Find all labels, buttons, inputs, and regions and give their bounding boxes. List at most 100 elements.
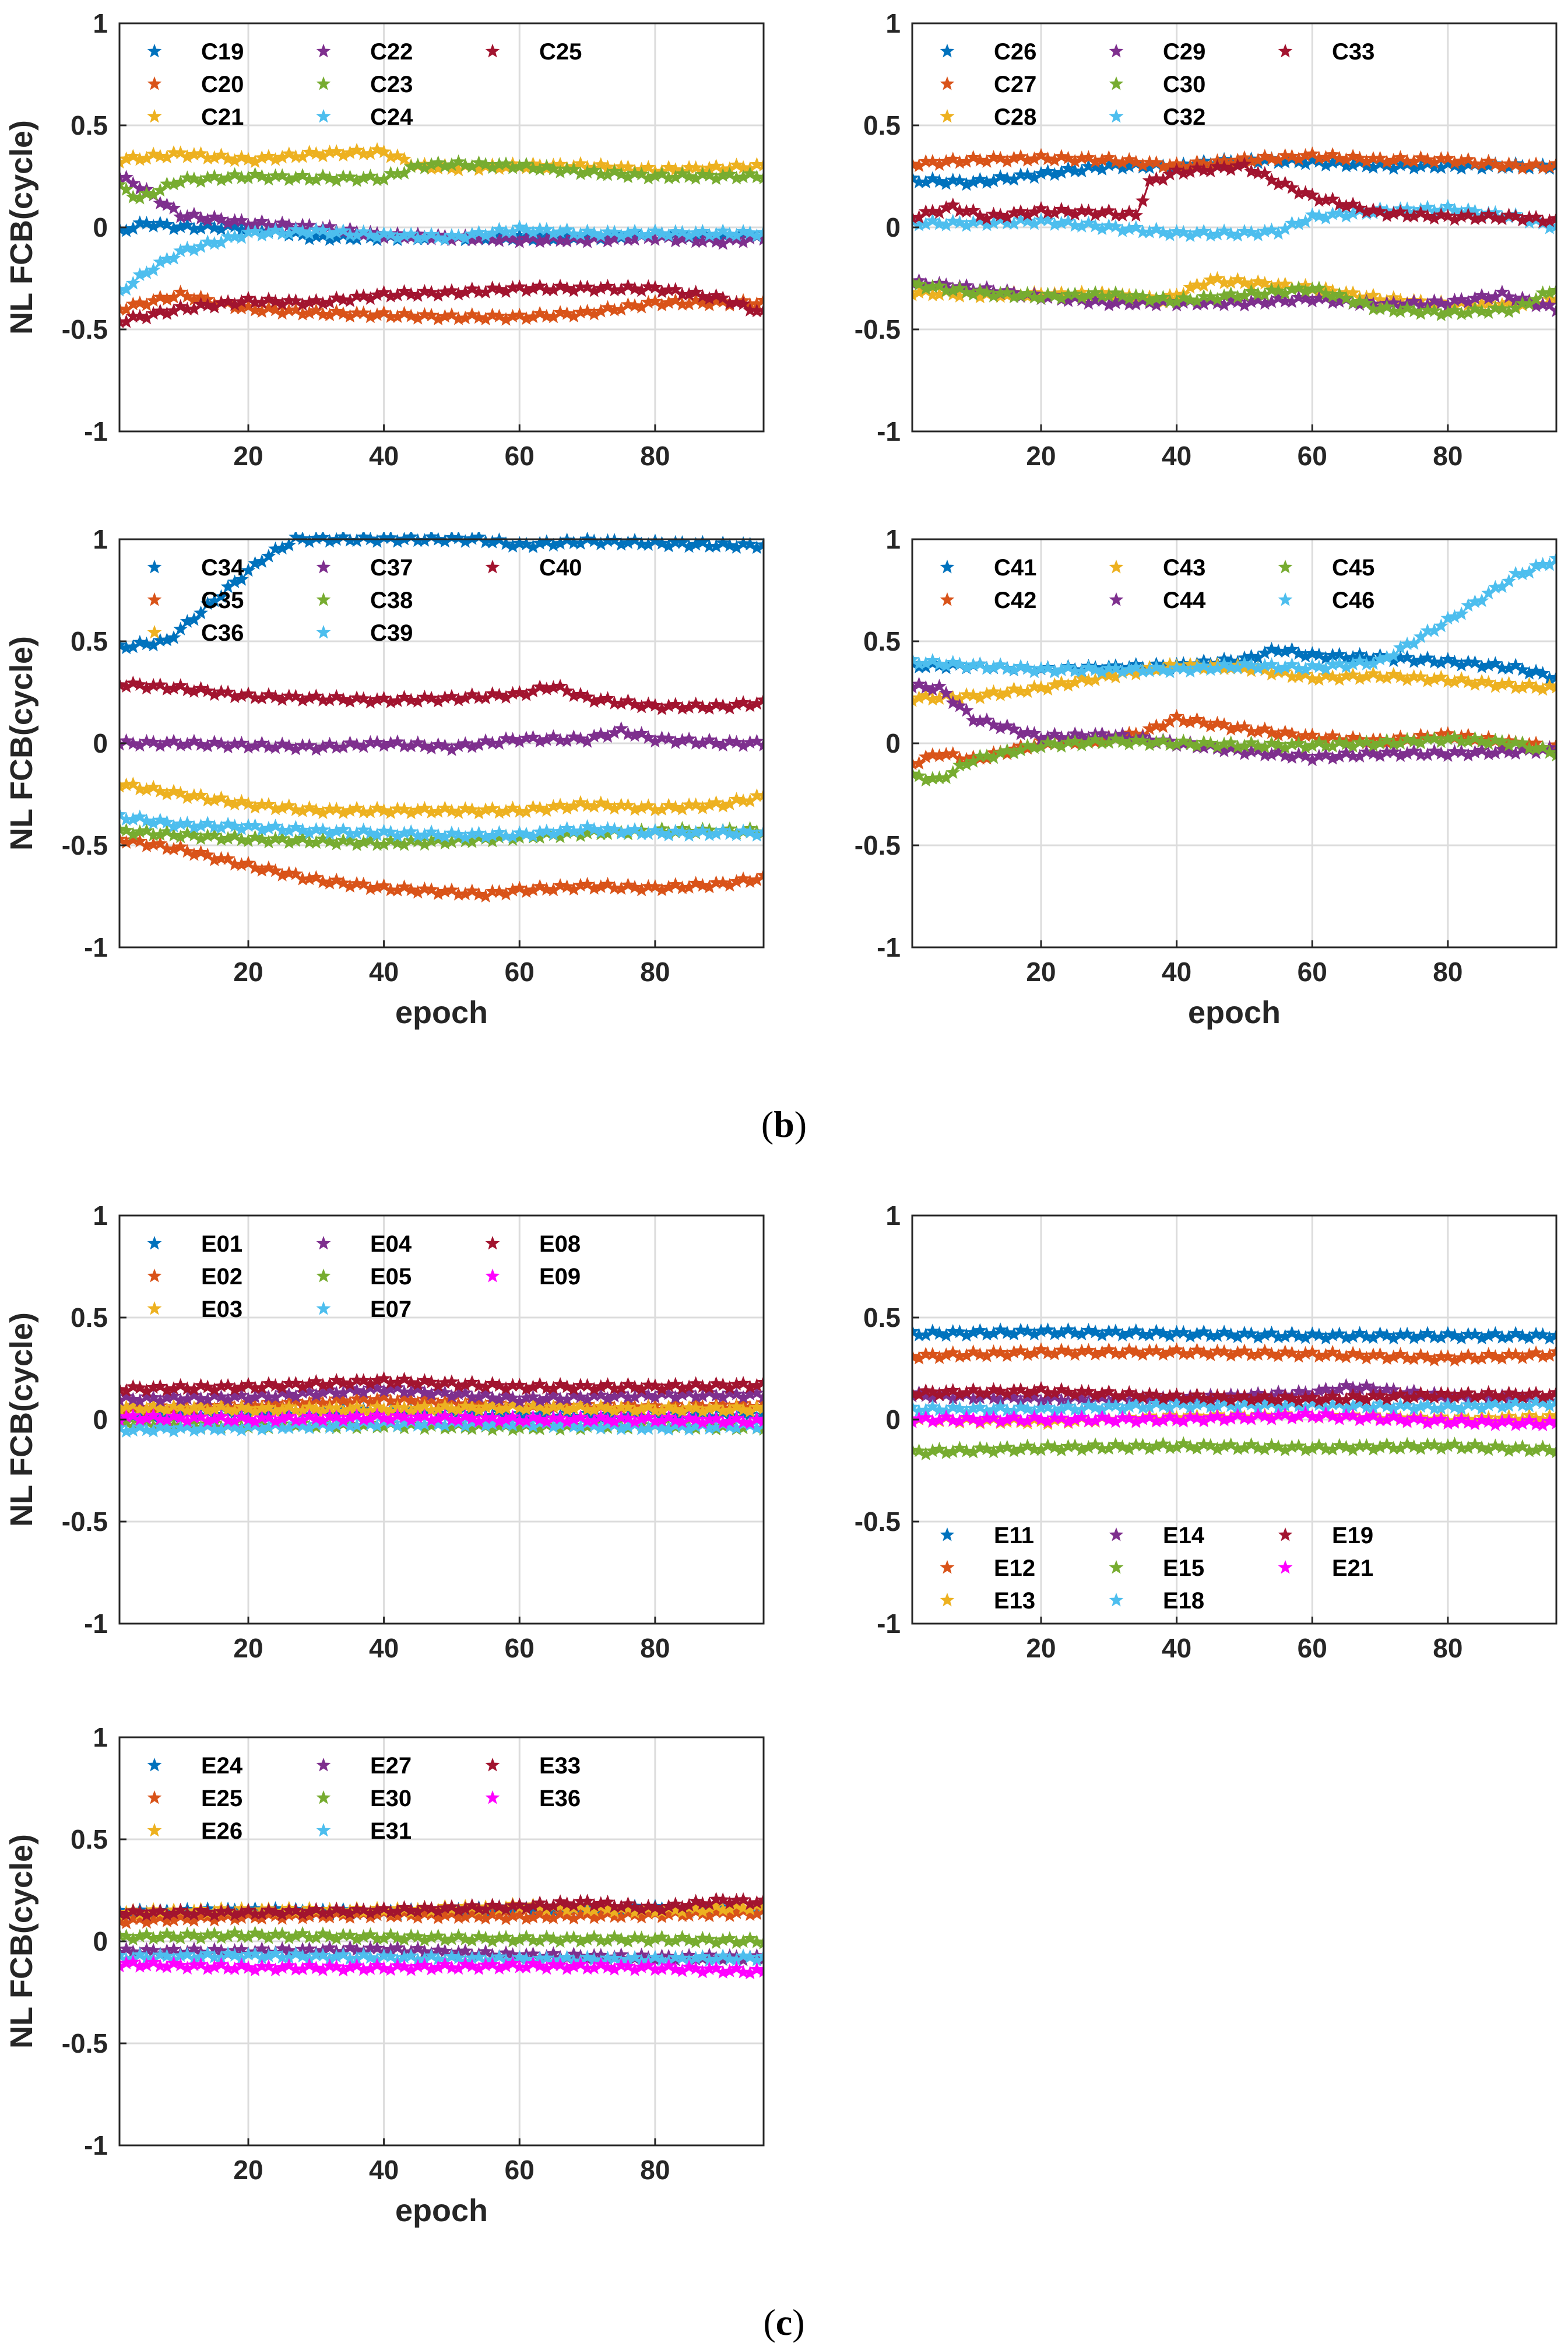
data-point <box>1074 1391 1089 1406</box>
data-point <box>397 1932 412 1946</box>
data-point <box>1033 732 1049 746</box>
data-point <box>532 162 547 176</box>
data-point <box>268 168 283 182</box>
data-point <box>1190 1326 1204 1340</box>
data-point <box>1169 660 1184 675</box>
data-point <box>607 1403 622 1417</box>
data-point <box>329 144 344 158</box>
data-point <box>1067 1438 1082 1452</box>
data-point <box>139 1401 154 1415</box>
data-point <box>227 1413 242 1427</box>
data-point <box>1027 679 1042 693</box>
data-point <box>1285 1390 1299 1405</box>
data-point <box>709 226 723 241</box>
data-point <box>1176 1414 1191 1428</box>
data-point <box>655 536 669 550</box>
data-point <box>1007 1409 1021 1424</box>
data-point <box>932 679 947 693</box>
data-point <box>750 1420 764 1435</box>
data-point <box>966 1344 980 1358</box>
data-point <box>451 827 466 841</box>
data-point <box>322 736 337 751</box>
data-point <box>1420 623 1435 637</box>
data-point <box>912 1351 926 1365</box>
data-point <box>160 251 174 266</box>
data-point <box>390 883 405 897</box>
data-point <box>1522 1386 1537 1400</box>
data-point <box>567 1411 581 1426</box>
data-point <box>1061 150 1075 164</box>
data-point <box>119 314 133 328</box>
data-point <box>1528 558 1544 572</box>
data-point <box>993 286 1008 300</box>
data-point <box>1359 1329 1374 1343</box>
data-point <box>234 688 249 702</box>
data-point <box>410 802 426 817</box>
legend-item-C32: C32 <box>1109 104 1205 130</box>
data-point <box>492 830 507 844</box>
data-point <box>675 880 690 894</box>
data-point <box>329 740 344 754</box>
data-point <box>132 834 147 848</box>
data-point <box>655 730 669 744</box>
data-point <box>932 287 947 301</box>
legend-star-icon <box>147 1269 162 1283</box>
series-E12 <box>912 1342 1556 1367</box>
data-point <box>356 691 371 705</box>
data-point <box>553 679 568 693</box>
legend-label: E14 <box>1163 1523 1205 1548</box>
data-point <box>1142 1392 1157 1406</box>
data-point <box>1278 748 1293 763</box>
data-point <box>546 1946 561 1960</box>
data-point <box>1102 218 1116 232</box>
data-point <box>119 831 127 846</box>
data-point <box>648 232 663 246</box>
data-point <box>1427 1390 1442 1404</box>
data-point <box>505 1422 520 1436</box>
data-point <box>567 1419 581 1433</box>
data-point <box>139 680 154 695</box>
data-point <box>451 1403 466 1417</box>
data-point <box>254 150 269 164</box>
data-point <box>214 295 228 310</box>
data-point <box>607 303 622 317</box>
data-point <box>1414 652 1428 667</box>
data-point <box>586 283 602 297</box>
data-point <box>1257 645 1272 659</box>
data-point <box>1007 1443 1021 1457</box>
data-point <box>1454 671 1469 685</box>
data-point <box>532 733 547 748</box>
data-point <box>1121 291 1137 305</box>
data-point <box>1508 157 1523 171</box>
data-point <box>722 701 737 715</box>
data-point <box>1264 641 1279 656</box>
data-point <box>1420 152 1435 166</box>
data-point <box>668 1376 683 1391</box>
data-point <box>1325 669 1340 683</box>
data-point <box>1047 1440 1062 1454</box>
data-point <box>1407 294 1422 308</box>
data-point <box>1196 1396 1211 1410</box>
data-point <box>166 1912 181 1927</box>
data-point <box>1407 209 1422 223</box>
data-point <box>621 798 635 812</box>
data-point <box>1433 726 1449 741</box>
data-point <box>200 1392 215 1406</box>
data-point <box>214 851 228 865</box>
data-point <box>1088 1413 1103 1427</box>
data-point <box>1196 224 1211 238</box>
data-point <box>1481 1347 1496 1361</box>
data-point <box>498 828 514 842</box>
data-point <box>315 228 331 242</box>
data-point <box>1237 746 1252 760</box>
data-point <box>241 1392 256 1406</box>
data-point <box>675 1414 690 1428</box>
data-point <box>485 834 500 848</box>
data-point <box>329 801 344 816</box>
legend-star-icon <box>316 625 331 639</box>
data-point <box>498 229 514 244</box>
data-point <box>417 800 432 815</box>
data-point <box>1013 659 1028 673</box>
data-point <box>1542 557 1556 571</box>
data-point <box>614 1400 629 1414</box>
